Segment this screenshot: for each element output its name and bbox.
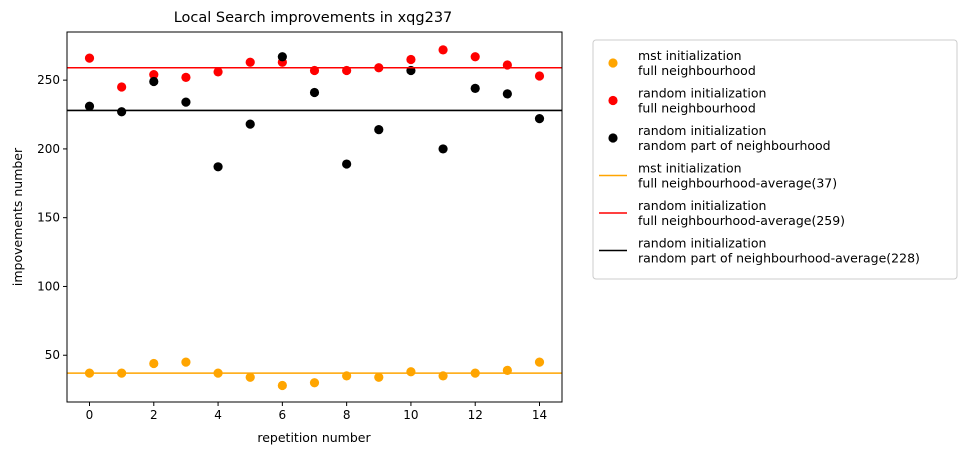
legend-label: mst initialization xyxy=(638,161,742,176)
scatter-point-series-1 xyxy=(84,53,95,63)
scatter-point-series-2 xyxy=(470,83,480,93)
scatter-point-series-2 xyxy=(342,159,352,169)
scatter-point-series-0 xyxy=(309,378,320,388)
y-tick-label: 150 xyxy=(37,211,60,225)
scatter-point-series-1 xyxy=(117,82,127,92)
x-tick-label: 2 xyxy=(150,408,158,422)
legend-label: random part of neighbourhood-average(228… xyxy=(638,251,920,266)
scatter-point-series-0 xyxy=(406,367,416,377)
scatter-point-series-1 xyxy=(406,54,416,65)
scatter-point-series-2 xyxy=(374,125,384,135)
scatter-point-series-0 xyxy=(181,357,191,367)
scatter-point-series-2 xyxy=(117,107,127,117)
scatter-point-series-2 xyxy=(534,114,545,124)
plot-frame xyxy=(66,31,563,403)
y-tick-label: 250 xyxy=(37,73,60,87)
scatter-point-series-0 xyxy=(245,372,255,382)
x-tick-label: 10 xyxy=(403,408,418,422)
chart-title: Local Search improvements in xqg237 xyxy=(174,10,453,26)
scatter-point-series-2 xyxy=(277,52,287,62)
y-tick-label: 100 xyxy=(37,279,60,293)
axis-ticks: 0 2 4 6 8 10 12 14 50 100 150 200 250 xyxy=(37,73,547,422)
scatter-point-series-2 xyxy=(181,97,191,107)
legend-marker xyxy=(608,58,618,68)
scatter-point-series-1 xyxy=(470,52,480,62)
legend-label: full neighbourhood-average(37) xyxy=(638,176,837,191)
y-tick-label: 50 xyxy=(45,348,60,362)
x-tick-label: 6 xyxy=(279,408,287,422)
legend-box xyxy=(592,39,958,280)
x-tick-label: 4 xyxy=(214,408,222,422)
scatter-point-series-0 xyxy=(374,372,384,382)
scatter-point-series-1 xyxy=(534,71,545,81)
legend-label: full neighbourhood-average(259) xyxy=(638,213,845,228)
scatter-point-series-1 xyxy=(245,57,255,67)
y-axis-label: impovements number xyxy=(10,147,25,286)
scatter-point-series-2 xyxy=(149,76,159,87)
legend-marker xyxy=(608,95,618,106)
legend-label: random part of neighbourhood xyxy=(638,138,831,153)
x-tick-label: 12 xyxy=(468,408,483,422)
legend-label: random initialization xyxy=(638,198,766,213)
legend-label: random initialization xyxy=(638,86,766,101)
legend-label: random initialization xyxy=(638,236,766,251)
legend-label: full neighbourhood xyxy=(638,63,756,78)
y-tick-label: 200 xyxy=(37,142,60,156)
scatter-point-series-1 xyxy=(149,70,159,80)
scatter-point-series-2 xyxy=(438,144,448,154)
scatter-point-series-1 xyxy=(438,45,448,55)
scatter-point-series-0 xyxy=(149,358,159,369)
scatter-point-series-2 xyxy=(84,101,95,111)
x-tick-label: 14 xyxy=(532,408,547,422)
x-axis-label: repetition number xyxy=(257,430,371,445)
legend-label: full neighbourhood xyxy=(638,101,756,116)
scatter-point-series-1 xyxy=(213,67,223,77)
scatter-point-series-2 xyxy=(245,119,255,129)
legend-label: random initialization xyxy=(638,123,766,138)
scatter-point-series-0 xyxy=(277,380,287,391)
x-tick-label: 0 xyxy=(86,408,94,422)
scatter-point-series-1 xyxy=(181,72,191,82)
legend-label: mst initialization xyxy=(638,48,742,63)
legend-marker xyxy=(608,133,618,143)
scatter-point-series-2 xyxy=(213,162,223,172)
x-tick-label: 8 xyxy=(343,408,351,422)
scatter-point-series-2 xyxy=(502,89,512,99)
scatter-point-series-0 xyxy=(534,357,545,367)
scatter-point-series-2 xyxy=(309,87,320,98)
